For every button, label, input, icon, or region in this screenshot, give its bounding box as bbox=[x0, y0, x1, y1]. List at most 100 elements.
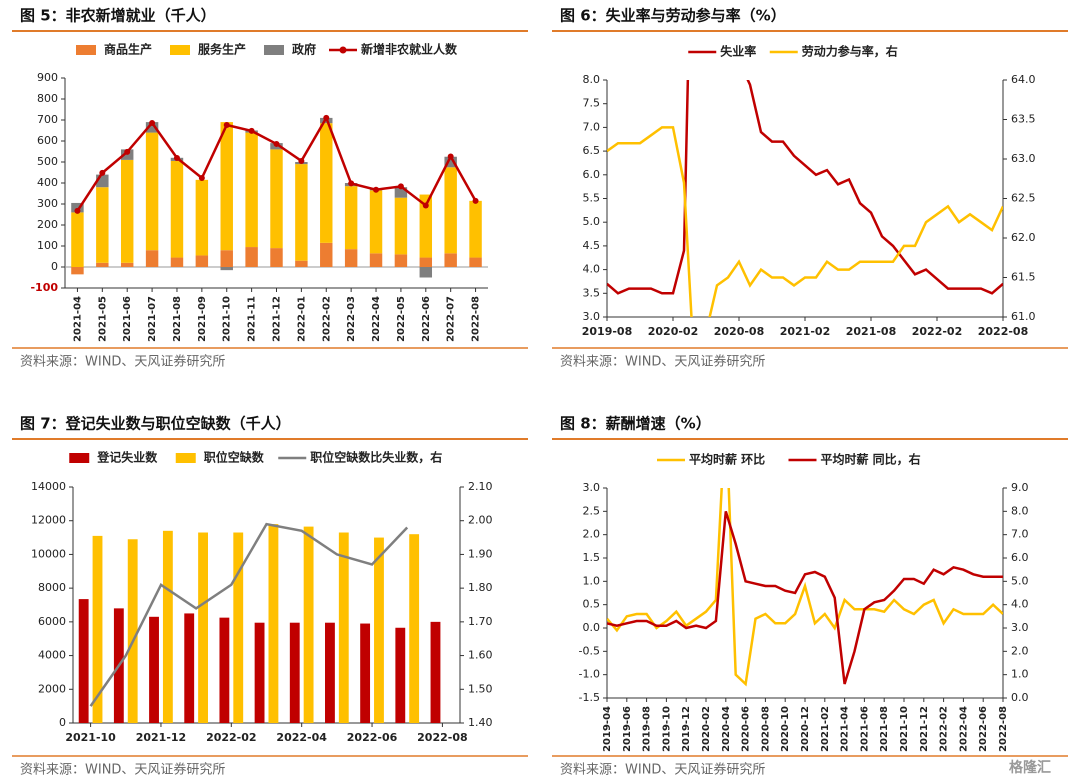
bar bbox=[145, 122, 159, 133]
x-tick-label: 2022-07 bbox=[446, 296, 457, 342]
y2-tick-label: 62.5 bbox=[1011, 192, 1036, 205]
y2-tick-label: 7.0 bbox=[1011, 528, 1029, 541]
bar bbox=[219, 617, 230, 723]
y2-tick-label: 1.70 bbox=[468, 615, 493, 628]
x-tick-label: 2021-10 bbox=[222, 296, 233, 342]
y2-tick-label: 1.40 bbox=[468, 716, 493, 729]
y2-tick-label: 1.60 bbox=[468, 649, 493, 662]
x-tick-label: 2021-06 bbox=[859, 706, 870, 752]
chart-title: 图 8：薪酬增速（%） bbox=[560, 415, 711, 433]
y-tick-label: -100 bbox=[30, 281, 58, 294]
y-tick-label: 700 bbox=[37, 113, 58, 126]
line-marker bbox=[472, 197, 479, 204]
y-tick-label: 3.5 bbox=[583, 286, 601, 299]
x-tick-label: 2021-12 bbox=[272, 296, 283, 342]
x-tick-label: 2021-02 bbox=[820, 706, 831, 752]
bar bbox=[195, 179, 209, 256]
bar bbox=[469, 257, 482, 267]
y-tick-label: 900 bbox=[37, 71, 58, 84]
line-marker bbox=[223, 122, 230, 129]
plot bbox=[607, 80, 1003, 317]
line-marker bbox=[273, 140, 280, 147]
x-tick-label: 2022-05 bbox=[396, 296, 407, 342]
x-tick-label: 2021-11 bbox=[247, 296, 258, 342]
bar bbox=[220, 267, 233, 271]
y2-tick-label: 0.0 bbox=[1011, 691, 1029, 704]
legend-label: 职位空缺数比失业数，右 bbox=[310, 450, 442, 465]
bar bbox=[170, 160, 184, 258]
source: 资料来源：WIND、天风证券研究所 bbox=[560, 762, 765, 778]
bar bbox=[394, 197, 408, 255]
y2-tick-label: 1.90 bbox=[468, 547, 493, 560]
y-tick-label: 300 bbox=[37, 197, 58, 210]
x-tick-label: 2022-08 bbox=[978, 325, 1029, 338]
bar bbox=[320, 242, 333, 267]
y2-tick-label: 6.0 bbox=[1011, 551, 1029, 564]
legend-marker bbox=[339, 46, 347, 54]
y-tick-label: 5.5 bbox=[583, 192, 601, 205]
line-marker bbox=[74, 207, 81, 214]
bar bbox=[195, 255, 209, 267]
y2-tick-label: 2.10 bbox=[468, 480, 493, 493]
series-line bbox=[607, 126, 1003, 317]
y-tick-label: 7.5 bbox=[583, 97, 601, 110]
y2-tick-label: 1.50 bbox=[468, 682, 493, 695]
x-tick-label: 2020-10 bbox=[780, 706, 791, 752]
bar bbox=[344, 186, 358, 250]
bar bbox=[419, 257, 433, 267]
legend-label: 平均时薪 环比 bbox=[689, 452, 765, 467]
plot bbox=[78, 522, 441, 723]
x-tick-label: 2019-04 bbox=[602, 706, 613, 752]
bar bbox=[78, 599, 89, 723]
chart-title: 图 7：登记失业数与职位空缺数（千人） bbox=[20, 415, 291, 433]
bar bbox=[71, 202, 84, 213]
bar bbox=[444, 253, 457, 267]
bar bbox=[369, 190, 383, 254]
x-tick-label: 2021-02 bbox=[780, 325, 831, 338]
source: 资料来源：WIND、天风证券研究所 bbox=[560, 354, 765, 370]
x-tick-label: 2022-04 bbox=[958, 706, 969, 752]
y2-tick-label: 63.5 bbox=[1011, 113, 1036, 126]
line-marker bbox=[323, 114, 330, 121]
y-tick-label: 8000 bbox=[38, 581, 66, 594]
bar bbox=[419, 194, 433, 258]
x-tick-label: 2021-10 bbox=[65, 731, 116, 744]
bar bbox=[320, 123, 333, 243]
y2-tick-label: 64.0 bbox=[1011, 73, 1036, 86]
bar bbox=[245, 132, 258, 248]
y-tick-label: 12000 bbox=[31, 514, 66, 527]
x-tick-label: 2021-04 bbox=[840, 706, 851, 752]
y2-tick-label: 61.0 bbox=[1011, 310, 1036, 323]
bar bbox=[270, 248, 283, 267]
x-tick-label: 2021-06 bbox=[122, 296, 133, 342]
y2-tick-label: 3.0 bbox=[1011, 621, 1029, 634]
chart-title: 图 6：失业率与劳动参与率（%） bbox=[560, 7, 786, 25]
x-tick-label: 2020-08 bbox=[760, 706, 771, 752]
line-marker bbox=[348, 180, 355, 187]
bar bbox=[409, 534, 420, 723]
watermark: 格隆汇 bbox=[1009, 759, 1051, 776]
y-tick-label: -0.5 bbox=[579, 644, 600, 657]
bar bbox=[419, 267, 433, 278]
x-tick-label: 2020-02 bbox=[701, 706, 712, 752]
bar bbox=[170, 257, 184, 267]
y2-tick-label: 9.0 bbox=[1011, 481, 1029, 494]
bar bbox=[295, 260, 308, 267]
legend-label: 商品生产 bbox=[104, 42, 152, 57]
bar bbox=[254, 622, 265, 723]
y-tick-label: 4.5 bbox=[583, 239, 601, 252]
legend-label: 职位空缺数 bbox=[204, 450, 265, 465]
y2-tick-label: 5.0 bbox=[1011, 574, 1029, 587]
y2-tick-label: 2.00 bbox=[468, 514, 493, 527]
bar bbox=[198, 532, 208, 723]
bar bbox=[120, 159, 134, 263]
bar bbox=[71, 212, 84, 267]
legend-swatch bbox=[76, 45, 96, 55]
bar bbox=[374, 537, 384, 723]
plot bbox=[607, 488, 1003, 687]
legend-label: 政府 bbox=[292, 42, 316, 57]
y-tick-label: 2.0 bbox=[583, 528, 601, 541]
bar bbox=[268, 524, 279, 723]
y-tick-label: 6.5 bbox=[583, 144, 601, 157]
